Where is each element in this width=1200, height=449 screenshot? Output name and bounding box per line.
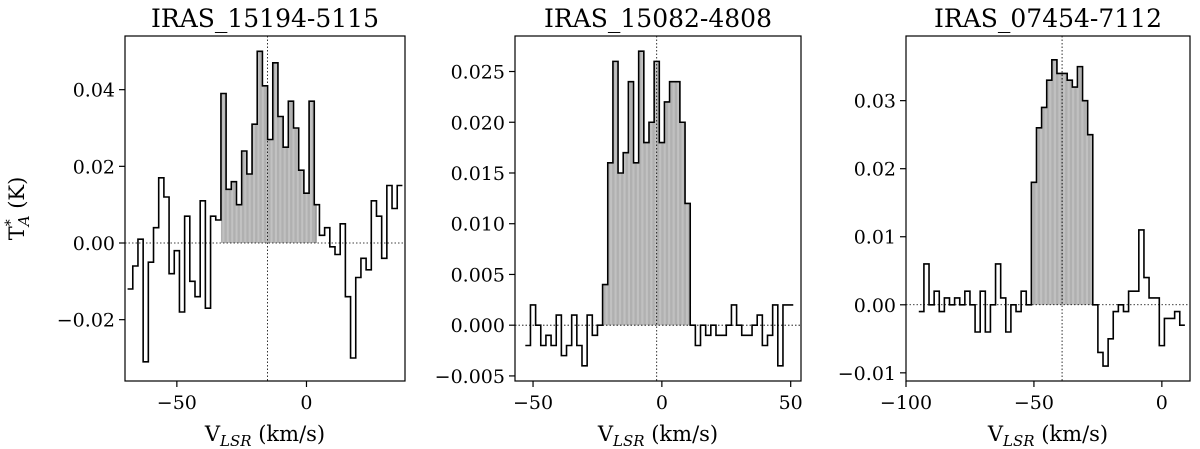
x-tick-label: 50 xyxy=(779,392,803,414)
y-tick-label: 0.025 xyxy=(451,62,505,84)
y-tick-label: 0.015 xyxy=(451,163,505,185)
x-tick-label: −100 xyxy=(880,392,932,414)
y-axis-label: T*A (K) xyxy=(3,177,33,241)
x-tick-label: −50 xyxy=(1014,392,1054,414)
emission-fill xyxy=(600,51,696,326)
y-tick-label: 0.02 xyxy=(73,156,115,178)
emission-fill xyxy=(1031,59,1098,305)
panel-title: IRAS_07454-7112 xyxy=(934,4,1162,33)
y-tick-label: −0.01 xyxy=(838,363,896,385)
y-tick-label: 0.020 xyxy=(451,112,505,134)
x-tick-label: −50 xyxy=(157,392,197,414)
emission-hatch xyxy=(602,51,690,326)
panel-title: IRAS_15194-5115 xyxy=(151,4,379,33)
panel-iras-07454-7112: −100 −50 0 −0.01 0.00 0.01 0.02 0.03 IRAS_07454-… xyxy=(838,4,1191,449)
spectrum-line xyxy=(918,59,1185,367)
spectrum-line xyxy=(525,50,794,367)
axes-frame xyxy=(905,35,1191,382)
x-axis-label: VLSR (km/s) xyxy=(204,422,325,449)
plot-area xyxy=(125,36,405,381)
y-tick-label: 0.04 xyxy=(73,80,115,102)
y-tick-label: 0.00 xyxy=(854,295,896,317)
panel-iras-15194-5115: −50 0 −0.02 0.00 0.02 0.04 IRAS_15194-5115 VLSR… xyxy=(3,4,406,449)
x-tick-label: 0 xyxy=(656,392,668,414)
y-tick-label: 0.00 xyxy=(73,233,115,255)
axes-frame xyxy=(514,35,802,382)
y-tick-label: 0.03 xyxy=(854,91,896,113)
panel-title: IRAS_15082-4808 xyxy=(544,4,772,33)
panel-iras-15082-4808: −50 0 50 −0.005 0.000 0.005 0.010 0.015 0.020 0.0… xyxy=(435,4,803,449)
x-tick-label: 0 xyxy=(1156,392,1168,414)
y-tick-label: 0.01 xyxy=(854,227,896,249)
y-tick-label: −0.005 xyxy=(435,366,505,388)
y-tick-label: 0.005 xyxy=(451,264,505,286)
x-axis-label: VLSR (km/s) xyxy=(597,422,718,449)
plot-area xyxy=(515,36,801,381)
plot-area xyxy=(906,36,1190,381)
x-tick-label: 0 xyxy=(300,392,312,414)
emission-fill xyxy=(220,51,317,243)
axes-frame xyxy=(124,35,406,382)
x-tick-label: −50 xyxy=(513,392,553,414)
y-tick-label: 0.02 xyxy=(854,159,896,181)
x-axis-label: VLSR (km/s) xyxy=(987,422,1108,449)
y-tick-label: 0.000 xyxy=(451,315,505,337)
spectrum-line xyxy=(127,50,403,363)
y-tick-label: −0.02 xyxy=(57,310,115,332)
y-tick-label: 0.010 xyxy=(451,214,505,236)
